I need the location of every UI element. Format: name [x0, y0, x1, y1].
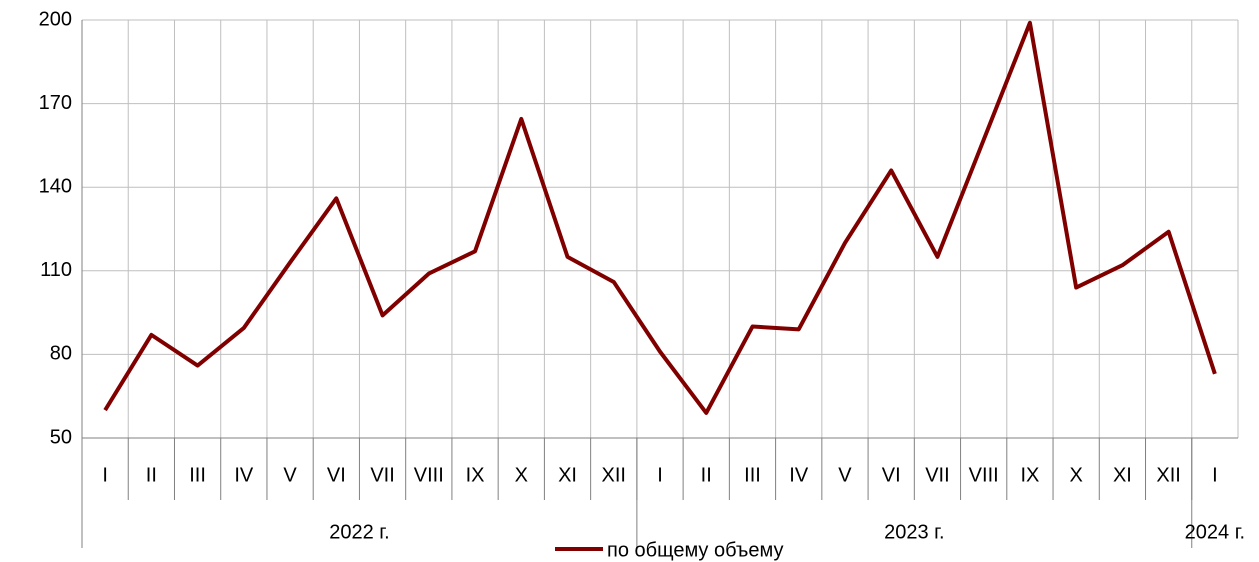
- x-tick-label: II: [146, 464, 157, 486]
- x-tick-label: X: [515, 464, 528, 486]
- x-tick-label: I: [102, 464, 108, 486]
- y-tick-label: 50: [50, 426, 72, 448]
- x-tick-label: XI: [1113, 464, 1132, 486]
- x-group-label: 2022 г.: [329, 521, 389, 543]
- y-tick-label: 110: [40, 259, 72, 281]
- x-tick-label: IV: [234, 464, 254, 486]
- x-tick-label: VI: [882, 464, 901, 486]
- x-tick-label: V: [838, 464, 852, 486]
- x-group-label: 2023 г.: [884, 521, 944, 543]
- x-tick-label: IV: [789, 464, 809, 486]
- legend-label: по общему объему: [607, 539, 783, 561]
- x-tick-label: III: [744, 464, 761, 486]
- x-tick-label: VII: [925, 464, 949, 486]
- x-tick-label: XII: [602, 464, 626, 486]
- x-tick-label: XI: [558, 464, 577, 486]
- x-tick-label: VIII: [414, 464, 444, 486]
- x-tick-label: V: [283, 464, 297, 486]
- x-tick-label: I: [1212, 464, 1218, 486]
- y-tick-label: 170: [39, 92, 72, 114]
- x-tick-label: VI: [327, 464, 346, 486]
- x-tick-label: II: [701, 464, 712, 486]
- x-tick-label: XII: [1156, 464, 1180, 486]
- y-tick-label: 140: [39, 175, 72, 197]
- data-line: [103, 20, 1217, 415]
- x-tick-label: IX: [1020, 464, 1039, 486]
- x-group-label: 2024 г.: [1185, 521, 1245, 543]
- x-tick-label: VII: [370, 464, 394, 486]
- x-tick-label: X: [1069, 464, 1082, 486]
- x-tick-label: IX: [466, 464, 485, 486]
- y-tick-label: 80: [50, 343, 72, 365]
- y-tick-label: 200: [39, 8, 72, 30]
- x-tick-label: III: [189, 464, 206, 486]
- x-tick-label: VIII: [969, 464, 999, 486]
- x-tick-label: I: [657, 464, 663, 486]
